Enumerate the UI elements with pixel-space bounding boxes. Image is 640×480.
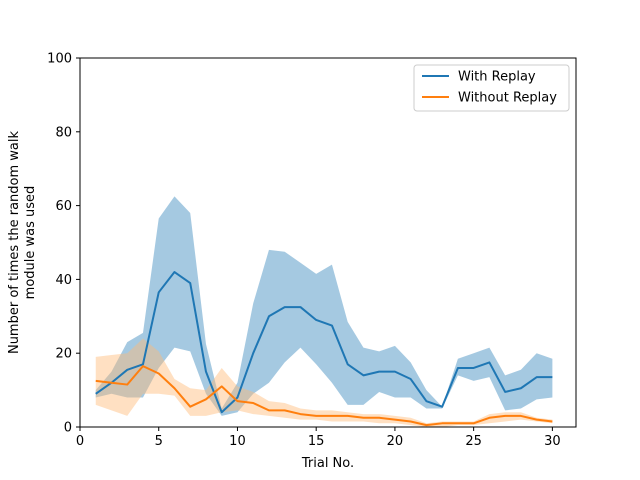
legend-label: With Replay <box>458 70 536 85</box>
x-tick-label: 30 <box>544 434 561 449</box>
y-tick-label: 100 <box>47 52 72 67</box>
confidence-band-2 <box>95 338 553 427</box>
x-tick-label: 5 <box>155 434 163 449</box>
series-line-2 <box>95 365 553 427</box>
x-tick-label: 15 <box>308 434 325 449</box>
x-tick-label: 25 <box>465 434 482 449</box>
x-tick-label: 10 <box>229 434 246 449</box>
series-lines <box>95 271 553 427</box>
y-axis-label-line: module was used <box>23 186 38 300</box>
confidence-bands <box>95 196 553 427</box>
y-tick-label: 0 <box>64 421 72 436</box>
y-tick-label: 80 <box>55 125 72 140</box>
y-tick-label: 20 <box>55 347 72 362</box>
legend-box <box>413 64 570 112</box>
y-tick-label: 60 <box>55 199 72 214</box>
y-axis-label-line: Number of times the random walk <box>7 131 22 355</box>
x-axis-label: Trial No. <box>301 456 354 471</box>
series-line-1 <box>95 271 553 414</box>
legend: With Replay Without Replay <box>413 64 570 112</box>
x-tick-label: 0 <box>76 434 84 449</box>
y-axis-label: Number of times the random walk module wa… <box>7 131 38 355</box>
x-tick-label: 20 <box>387 434 404 449</box>
y-axis: 0 20 40 60 80 100 <box>47 52 80 436</box>
plot-frame <box>79 57 577 428</box>
y-tick-label: 40 <box>55 273 72 288</box>
legend-label: Without Replay <box>458 91 557 106</box>
x-axis: 0 5 10 15 20 25 30 <box>76 427 561 449</box>
confidence-band-1 <box>95 196 553 416</box>
